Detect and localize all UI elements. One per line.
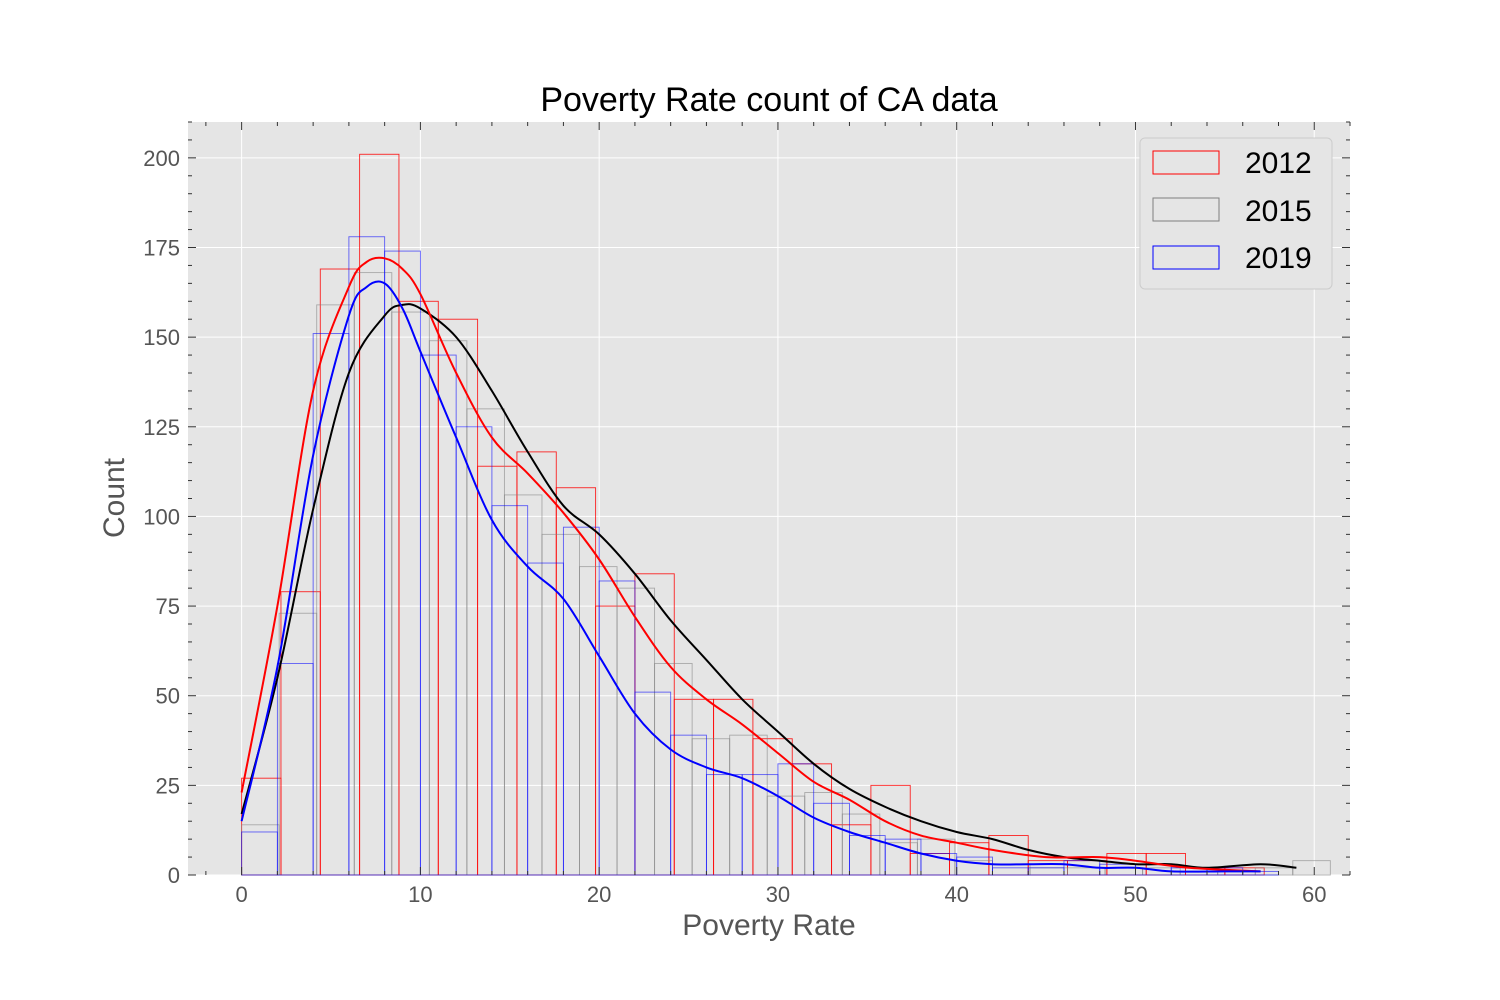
kde-lines bbox=[240, 256, 1297, 873]
legend-swatch-2019 bbox=[1152, 245, 1220, 270]
x-axis-label: Poverty Rate bbox=[682, 909, 855, 942]
x-tick-label: 40 bbox=[944, 882, 968, 907]
y-tick-label: 50 bbox=[156, 684, 180, 709]
bar-series-2019 bbox=[241, 236, 1279, 876]
y-tick-label: 25 bbox=[156, 773, 180, 798]
y-tick-label: 150 bbox=[143, 325, 180, 350]
x-tick-label: 20 bbox=[587, 882, 611, 907]
tick-labels: 0 10 20 30 40 50 60 0 25 50 75 100 125 150 175 200 bbox=[143, 146, 1326, 907]
x-tick-label: 50 bbox=[1123, 882, 1147, 907]
x-tick-label: 10 bbox=[408, 882, 432, 907]
y-axis-label: Count bbox=[98, 457, 131, 538]
y-tick-label: 200 bbox=[143, 146, 180, 171]
legend-swatch-2012 bbox=[1152, 150, 1220, 175]
chart-title: Poverty Rate count of CA data bbox=[540, 81, 997, 119]
y-tick-label: 75 bbox=[156, 594, 180, 619]
kde-line-2019 bbox=[240, 280, 1261, 873]
x-tick-label: 60 bbox=[1302, 882, 1326, 907]
kde-line-2012 bbox=[240, 256, 1261, 873]
legend-label-2015: 2015 bbox=[1245, 195, 1312, 228]
y-tick-label: 125 bbox=[143, 415, 180, 440]
kde-line-2015 bbox=[240, 303, 1297, 869]
legend: 2012 2015 2019 bbox=[1139, 137, 1333, 290]
y-tick-label: 100 bbox=[143, 504, 180, 529]
y-tick-label: 175 bbox=[143, 236, 180, 261]
histogram-bars bbox=[241, 153, 1331, 876]
x-tick-label: 30 bbox=[766, 882, 790, 907]
legend-swatch-2015 bbox=[1152, 197, 1220, 222]
bar-2019 bbox=[956, 856, 993, 876]
axis-ticks bbox=[188, 121, 1351, 876]
legend-label-2019: 2019 bbox=[1245, 242, 1312, 275]
y-tick-label: 0 bbox=[168, 863, 180, 888]
legend-box bbox=[1139, 137, 1333, 290]
x-tick-label: 0 bbox=[236, 882, 248, 907]
legend-label-2012: 2012 bbox=[1245, 147, 1312, 180]
